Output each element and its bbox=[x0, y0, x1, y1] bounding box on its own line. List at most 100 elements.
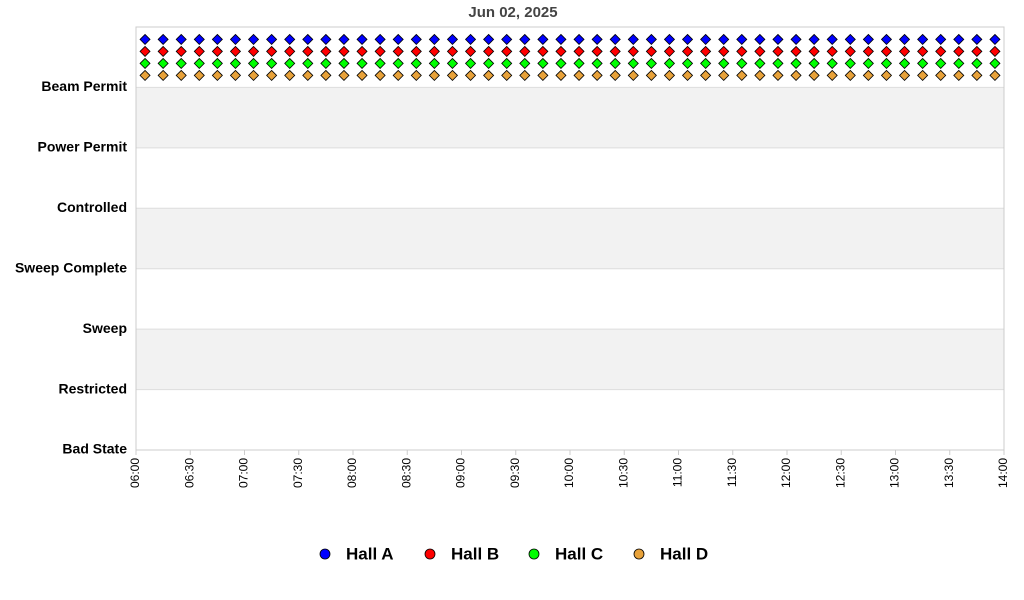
data-point bbox=[229, 45, 242, 57]
data-point bbox=[754, 45, 766, 57]
data-point bbox=[266, 69, 278, 81]
data-point bbox=[464, 69, 477, 81]
y-tick-label: Sweep bbox=[83, 320, 127, 336]
grid-band bbox=[136, 87, 1004, 148]
data-point bbox=[410, 69, 422, 81]
x-tick-label: 11:00 bbox=[671, 458, 685, 487]
x-tick-label: 08:30 bbox=[399, 458, 413, 488]
data-point bbox=[736, 69, 748, 81]
data-point bbox=[211, 57, 223, 69]
data-point bbox=[392, 57, 404, 69]
data-point bbox=[971, 33, 983, 45]
data-point bbox=[700, 69, 712, 81]
data-point bbox=[338, 45, 350, 57]
data-point bbox=[627, 45, 639, 57]
grid-band bbox=[136, 329, 1004, 390]
legend-marker bbox=[633, 548, 645, 560]
data-point bbox=[428, 57, 440, 69]
data-point bbox=[175, 69, 187, 81]
legend-label: Hall B bbox=[451, 544, 499, 563]
data-point bbox=[935, 57, 947, 69]
data-point bbox=[464, 57, 477, 69]
data-point bbox=[718, 45, 730, 57]
data-point bbox=[266, 45, 278, 57]
data-point bbox=[663, 45, 676, 57]
data-point bbox=[374, 33, 386, 45]
x-tick-label: 06:00 bbox=[128, 458, 142, 488]
data-point bbox=[826, 45, 838, 57]
data-point bbox=[790, 57, 802, 69]
data-point bbox=[609, 69, 621, 81]
data-point bbox=[247, 57, 260, 69]
x-tick-label: 13:00 bbox=[888, 458, 902, 488]
data-point bbox=[537, 45, 549, 57]
data-point bbox=[537, 57, 549, 69]
data-point bbox=[338, 33, 350, 45]
data-point bbox=[392, 45, 404, 57]
data-point bbox=[247, 45, 260, 57]
data-point bbox=[591, 57, 603, 69]
data-point bbox=[501, 45, 513, 57]
data-point bbox=[862, 69, 874, 81]
data-point bbox=[175, 33, 187, 45]
data-point bbox=[681, 69, 694, 81]
data-point bbox=[211, 33, 223, 45]
data-point bbox=[157, 33, 169, 45]
data-point bbox=[826, 69, 838, 81]
data-point bbox=[428, 33, 440, 45]
data-point bbox=[338, 69, 350, 81]
data-point bbox=[247, 33, 260, 45]
data-point bbox=[862, 57, 874, 69]
data-point bbox=[483, 57, 495, 69]
data-point bbox=[862, 45, 874, 57]
data-point bbox=[519, 57, 531, 69]
data-point bbox=[573, 45, 585, 57]
data-point bbox=[302, 33, 314, 45]
data-point bbox=[772, 69, 784, 81]
data-point bbox=[374, 69, 386, 81]
x-tick-label: 09:00 bbox=[454, 458, 468, 488]
data-point bbox=[953, 33, 965, 45]
data-point bbox=[555, 57, 567, 69]
data-point bbox=[410, 33, 422, 45]
data-point bbox=[284, 33, 296, 45]
data-point bbox=[935, 45, 947, 57]
data-point bbox=[790, 45, 802, 57]
data-point bbox=[428, 45, 440, 57]
data-point bbox=[898, 33, 911, 45]
data-point bbox=[266, 57, 278, 69]
data-point bbox=[917, 33, 929, 45]
legend-label: Hall A bbox=[346, 544, 394, 563]
data-point bbox=[320, 33, 332, 45]
x-tick-label: 08:00 bbox=[345, 458, 359, 488]
data-point bbox=[736, 45, 748, 57]
data-point bbox=[754, 69, 766, 81]
data-point bbox=[193, 57, 205, 69]
data-point bbox=[266, 33, 278, 45]
data-point bbox=[356, 33, 368, 45]
data-point bbox=[718, 69, 730, 81]
y-tick-label: Bad State bbox=[62, 441, 127, 457]
data-point bbox=[229, 33, 242, 45]
x-tick-label: 09:30 bbox=[508, 458, 522, 488]
data-point bbox=[663, 57, 676, 69]
grid-band bbox=[136, 208, 1004, 269]
data-point bbox=[917, 69, 929, 81]
data-point bbox=[501, 33, 513, 45]
data-point bbox=[826, 57, 838, 69]
data-point bbox=[519, 33, 531, 45]
data-point bbox=[501, 57, 513, 69]
data-point bbox=[483, 33, 495, 45]
data-point bbox=[392, 69, 404, 81]
x-tick-label: 14:00 bbox=[996, 458, 1010, 488]
data-point bbox=[826, 33, 838, 45]
data-point bbox=[609, 57, 621, 69]
data-point bbox=[446, 57, 459, 69]
data-point bbox=[736, 33, 748, 45]
data-point bbox=[446, 69, 459, 81]
data-point bbox=[284, 69, 296, 81]
data-point bbox=[555, 45, 567, 57]
data-point bbox=[953, 57, 965, 69]
data-point bbox=[193, 45, 205, 57]
